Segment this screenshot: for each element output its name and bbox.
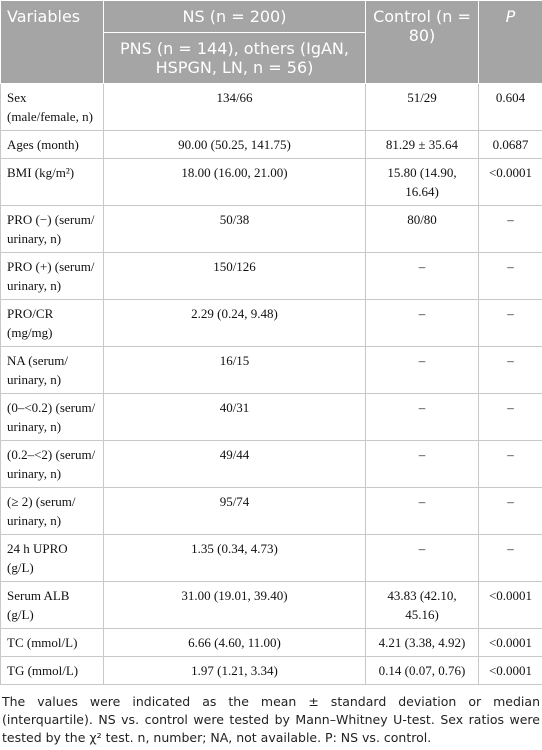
- table-cell: –: [478, 534, 542, 582]
- table-row: (0.2–<2) (serum/ urinary, n) 49/44– –: [0, 440, 542, 488]
- table-row: NA (serum/ urinary, n) 16/15– –: [0, 346, 542, 394]
- table-cell: PRO (+) (serum/ urinary, n): [0, 252, 104, 300]
- table-cell: –: [365, 534, 479, 582]
- table-cell: (0.2–<2) (serum/ urinary, n): [0, 440, 104, 488]
- table-cell: –: [365, 487, 479, 535]
- header-cell: PNS (n = 144), others (IgAN, HSPGN, LN, …: [103, 32, 366, 84]
- header-cell: Control (n = 80): [365, 0, 479, 84]
- table-cell: 0.0687: [478, 130, 542, 159]
- table-cell: –: [365, 252, 479, 300]
- table-cell: Serum ALB (g/L): [0, 581, 104, 629]
- table-cell: 80/80: [365, 205, 479, 253]
- table-row: PRO (−) (serum/ urinary, n) 50/38 80/80–: [0, 205, 542, 253]
- table-row: BMI (kg/m²) 18.00 (16.00, 21.00) 15.80 (14…: [0, 158, 542, 206]
- header-cell: P: [478, 0, 542, 84]
- table-cell: –: [365, 299, 479, 347]
- table-cell: (0–<0.2) (serum/ urinary, n): [0, 393, 104, 441]
- table-row: TC (mmol/L) 6.66 (4.60, 11.00) 4.21 (3.38,…: [0, 628, 542, 657]
- table-row: Serum ALB (g/L) 31.00 (19.01, 39.40) 43.83…: [0, 581, 542, 629]
- table-cell: 50/38: [103, 205, 366, 253]
- table-cell: 6.66 (4.60, 11.00): [103, 628, 366, 657]
- table-cell: –: [478, 393, 542, 441]
- table-row: 24 h UPRO (g/L) 1.35 (0.34, 4.73) – –: [0, 534, 542, 582]
- table-body: Sex (male/female, n) 134/66 51/29 0.604 Ages…: [0, 83, 542, 685]
- table-cell: BMI (kg/m²): [0, 158, 104, 206]
- table-cell: Ages (month): [0, 130, 104, 159]
- table-cell: TC (mmol/L): [0, 628, 104, 657]
- table-row: Ages (month) 90.00 (50.25, 141.75) 81.29 ±…: [0, 130, 542, 159]
- footnote: The values were indicated as the mean ± …: [2, 694, 540, 745]
- table-cell: –: [478, 346, 542, 394]
- table-cell: 0.14 (0.07, 0.76): [365, 656, 479, 685]
- table-cell: 95/74: [103, 487, 366, 535]
- table-cell: 0.604: [478, 83, 542, 131]
- table-cell: 40/31: [103, 393, 366, 441]
- table-cell: (≥ 2) (serum/ urinary, n): [0, 487, 104, 535]
- table-cell: <0.0001: [478, 158, 542, 206]
- table-cell: –: [478, 205, 542, 253]
- table-cell: 43.83 (42.10, 45.16): [365, 581, 479, 629]
- table-cell: 18.00 (16.00, 21.00): [103, 158, 366, 206]
- header-cell: Variables: [0, 0, 104, 84]
- table-cell: –: [478, 487, 542, 535]
- table-cell: 51/29: [365, 83, 479, 131]
- table-row: Sex (male/female, n) 134/66 51/29 0.604: [0, 83, 542, 131]
- table-cell: –: [478, 299, 542, 347]
- table-cell: 49/44: [103, 440, 366, 488]
- table-cell: 1.97 (1.21, 3.34): [103, 656, 366, 685]
- header-cell: NS (n = 200): [103, 0, 366, 33]
- table-row: PRO/CR (mg/mg) 2.29 (0.24, 9.48) – –: [0, 299, 542, 347]
- table-cell: <0.0001: [478, 581, 542, 629]
- table-cell: –: [365, 440, 479, 488]
- table-cell: TG (mmol/L): [0, 656, 104, 685]
- data-table: Variables NS (n = 200) Control (n = 80) …: [0, 0, 542, 685]
- table-cell: 31.00 (19.01, 39.40): [103, 581, 366, 629]
- table-cell: Sex (male/female, n): [0, 83, 104, 131]
- table-row: (0–<0.2) (serum/ urinary, n) 40/31– –: [0, 393, 542, 441]
- table-row: (≥ 2) (serum/ urinary, n) 95/74– –: [0, 487, 542, 535]
- table-row: TG (mmol/L) 1.97 (1.21, 3.34) 0.14 (0.07, …: [0, 656, 542, 685]
- table-cell: 90.00 (50.25, 141.75): [103, 130, 366, 159]
- table-cell: –: [478, 440, 542, 488]
- table-cell: –: [365, 346, 479, 394]
- table-cell: 15.80 (14.90, 16.64): [365, 158, 479, 206]
- table-cell: –: [365, 393, 479, 441]
- table-cell: 150/126: [103, 252, 366, 300]
- table-cell: 1.35 (0.34, 4.73): [103, 534, 366, 582]
- table-cell: 2.29 (0.24, 9.48): [103, 299, 366, 347]
- table-cell: <0.0001: [478, 628, 542, 657]
- table-cell: –: [478, 252, 542, 300]
- table-cell: 81.29 ± 35.64: [365, 130, 479, 159]
- table-cell: 16/15: [103, 346, 366, 394]
- table-cell: PRO/CR (mg/mg): [0, 299, 104, 347]
- table-cell: 134/66: [103, 83, 366, 131]
- table-cell: <0.0001: [478, 656, 542, 685]
- table-cell: PRO (−) (serum/ urinary, n): [0, 205, 104, 253]
- table-cell: 4.21 (3.38, 4.92): [365, 628, 479, 657]
- table-cell: NA (serum/ urinary, n): [0, 346, 104, 394]
- table-cell: 24 h UPRO (g/L): [0, 534, 104, 582]
- table-row: PRO (+) (serum/ urinary, n) 150/126– –: [0, 252, 542, 300]
